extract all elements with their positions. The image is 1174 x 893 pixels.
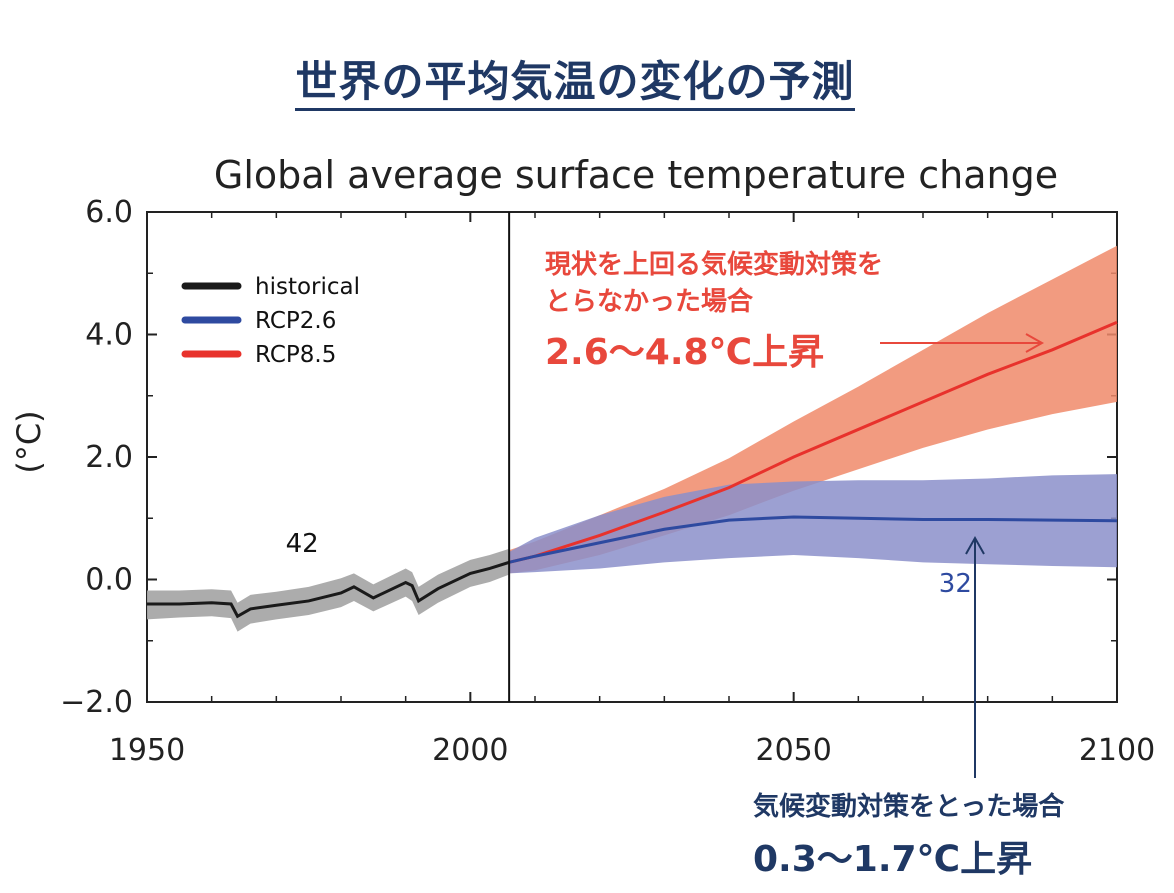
page-title: 世界の平均気温の変化の予測	[0, 48, 1150, 111]
rcp26-annotation-line1: 気候変動対策をとった場合	[753, 792, 1065, 822]
legend-label: RCP8.5	[255, 342, 336, 368]
page-title-text: 世界の平均気温の変化の予測	[295, 57, 855, 111]
series-line-rcp85	[508, 320, 1118, 564]
x-tick-label: 2100	[1079, 733, 1155, 768]
chart-title: Global average surface temperature chang…	[214, 153, 1058, 197]
rcp85-annotation-line2: とらなかった場合	[545, 287, 754, 317]
model-count-label: 32	[939, 569, 972, 599]
band-rcp26	[509, 474, 1118, 574]
rcp85-annotation-range: 2.6〜4.8℃上昇	[545, 332, 825, 373]
x-tick-label: 2050	[755, 733, 831, 768]
y-axis-label: (°C)	[10, 410, 48, 473]
y-tick-label: 4.0	[85, 318, 133, 353]
band-historical	[147, 548, 510, 632]
series-line-historical	[147, 560, 510, 619]
legend-label: RCP2.6	[255, 308, 336, 334]
legend-label: historical	[255, 274, 360, 300]
y-tick-label: −2.0	[60, 685, 133, 720]
model-count-label: 42	[286, 529, 319, 559]
x-tick-label: 1950	[109, 733, 185, 768]
rcp85-arrow	[880, 333, 1045, 353]
x-tick-label: 2000	[432, 733, 508, 768]
legend: historical RCP2.6 RCP8.5	[181, 274, 360, 368]
rcp85-annotation-line1: 現状を上回る気候変動対策を	[545, 250, 884, 280]
y-tick-label: 2.0	[85, 440, 133, 475]
rcp26-annotation-range: 0.3〜1.7℃上昇	[753, 839, 1033, 880]
rcp26-arrow	[965, 535, 985, 778]
y-tick-label: 0.0	[85, 563, 133, 598]
series-line-rcp26	[508, 515, 1118, 564]
y-tick-label: 6.0	[85, 195, 133, 230]
band-rcp85	[509, 245, 1118, 574]
